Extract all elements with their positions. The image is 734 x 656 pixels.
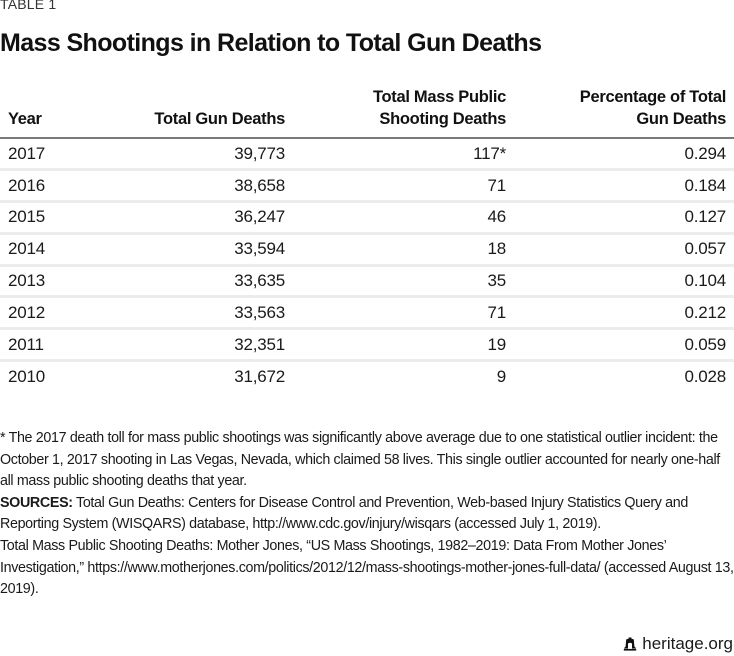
- brand-name: heritage.org: [642, 634, 733, 653]
- cell-percentage: 0.059: [514, 328, 734, 363]
- cell-year: 2016: [0, 169, 100, 204]
- table-row: 2010 31,672 9 0.028: [0, 361, 734, 393]
- cell-year: 2013: [0, 265, 100, 299]
- gun-deaths-table: Year Total Gun Deaths Total Mass Public …: [0, 86, 734, 392]
- cell-percentage: 0.212: [514, 296, 734, 331]
- cell-mass-public-shooting-deaths: 18: [293, 233, 514, 267]
- cell-mass-public-shooting-deaths: 9: [496, 367, 506, 387]
- cell-total-gun-deaths: 33,563: [100, 296, 293, 331]
- cell-mass-public-shooting-deaths: 46: [293, 201, 514, 235]
- cell-year: 2010: [8, 367, 46, 387]
- cell-total-gun-deaths: 32,351: [100, 328, 293, 363]
- cell-total-gun-deaths: 33,594: [100, 233, 293, 267]
- table-row: 2014 33,594 18 0.057: [0, 233, 734, 267]
- header-mass-line1: Total Mass Public: [372, 88, 506, 106]
- source-gun-deaths-text: Total Gun Deaths: Centers for Disease Co…: [0, 494, 688, 533]
- cell-total-gun-deaths: 39,773: [100, 138, 293, 172]
- cell-total-gun-deaths: 38,658: [100, 169, 293, 204]
- table-row: 2012 33,563 71 0.212: [0, 296, 734, 331]
- table-label: TABLE 1: [0, 0, 57, 12]
- table-row: 2017 39,773 117* 0.294: [0, 138, 734, 172]
- table-row: 2016 38,658 71 0.184: [0, 169, 734, 204]
- header-total-gun-deaths: Total Gun Deaths: [100, 86, 293, 139]
- sources-gun-deaths: SOURCES: Total Gun Deaths: Centers for D…: [0, 493, 734, 536]
- cell-year: 2015: [0, 201, 100, 235]
- cell-mass-public-shooting-deaths: 71: [293, 169, 514, 204]
- sources-mass-shootings: Total Mass Public Shooting Deaths: Mothe…: [0, 537, 734, 598]
- cell-year: 2014: [0, 233, 100, 267]
- table-row: 2015 36,247 46 0.127: [0, 201, 734, 235]
- cell-mass-public-shooting-deaths: 35: [293, 265, 514, 299]
- liberty-bell-icon: [624, 637, 637, 651]
- cell-mass-public-shooting-deaths: 117*: [293, 138, 514, 172]
- header-pct-line1: Percentage of Total: [579, 88, 727, 106]
- cell-year: 2012: [0, 296, 100, 331]
- header-mass-line2: Shooting Deaths: [379, 110, 506, 128]
- cell-mass-public-shooting-deaths: 19: [293, 328, 514, 363]
- sources-label: SOURCES:: [0, 494, 73, 511]
- table-row: 2011 32,351 19 0.059: [0, 328, 734, 363]
- cell-percentage: 0.184: [514, 169, 734, 204]
- cell-total-gun-deaths: 33,635: [100, 265, 293, 299]
- cell-percentage: 0.104: [514, 265, 734, 299]
- cell-year: 2017: [0, 138, 100, 172]
- table-body: 2017 39,773 117* 0.294 2016 38,658 71 0.184 2015…: [0, 138, 734, 392]
- footnote-block: * The 2017 death toll for mass public sh…: [0, 428, 734, 601]
- asterisk-footnote: * The 2017 death toll for mass public sh…: [0, 430, 720, 490]
- cell-total-gun-deaths: 31,672: [234, 367, 285, 387]
- cell-year: 2011: [0, 328, 100, 363]
- cell-percentage: 0.127: [514, 201, 734, 235]
- header-pct-line2: Gun Deaths: [636, 110, 726, 128]
- cell-total-gun-deaths: 36,247: [100, 201, 293, 235]
- header-mass-public-shooting-deaths: Total Mass Public Shooting Deaths: [293, 86, 514, 139]
- footer-brand: heritage.org: [623, 634, 733, 654]
- header-percentage: Percentage of Total Gun Deaths: [514, 86, 734, 139]
- cell-percentage: 0.028: [684, 367, 726, 387]
- table-title: Mass Shootings in Relation to Total Gun …: [0, 29, 542, 57]
- table-row: 2013 33,635 35 0.104: [0, 265, 734, 299]
- cell-mass-public-shooting-deaths: 71: [293, 296, 514, 331]
- cell-percentage: 0.294: [514, 138, 734, 172]
- header-year: Year: [0, 86, 100, 139]
- cell-percentage: 0.057: [514, 233, 734, 267]
- table-header-row: Year Total Gun Deaths Total Mass Public …: [0, 86, 734, 139]
